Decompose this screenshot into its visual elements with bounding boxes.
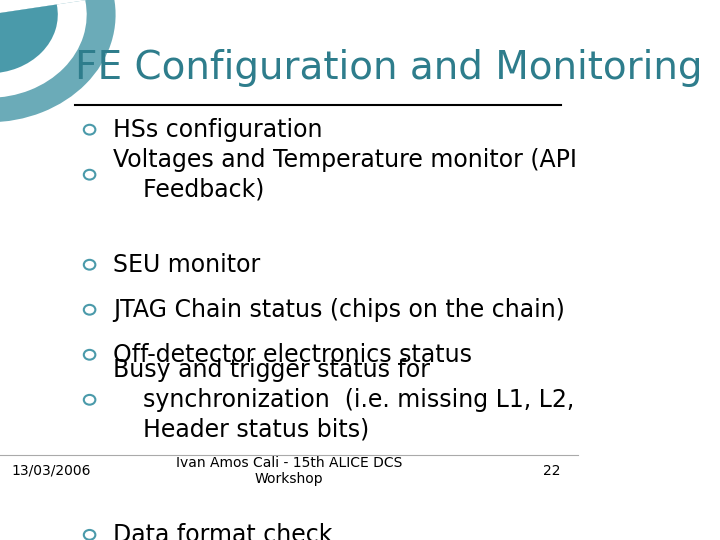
- Text: JTAG Chain status (chips on the chain): JTAG Chain status (chips on the chain): [113, 298, 564, 322]
- Text: FE Configuration and Monitoring: FE Configuration and Monitoring: [75, 49, 703, 87]
- Wedge shape: [0, 0, 116, 123]
- Text: 13/03/2006: 13/03/2006: [12, 464, 91, 478]
- Text: Data format check: Data format check: [113, 523, 332, 540]
- Text: Busy and trigger status for
    synchronization  (i.e. missing L1, L2,
    Heade: Busy and trigger status for synchronizat…: [113, 358, 574, 442]
- Text: SEU monitor: SEU monitor: [113, 253, 260, 276]
- Text: 22: 22: [543, 464, 561, 478]
- Text: HSs configuration: HSs configuration: [113, 118, 323, 141]
- Text: Off-detector electronics status: Off-detector electronics status: [113, 343, 472, 367]
- Wedge shape: [0, 4, 58, 73]
- Text: Voltages and Temperature monitor (API
    Feedback): Voltages and Temperature monitor (API Fe…: [113, 148, 577, 201]
- Text: Ivan Amos Cali - 15th ALICE DCS
Workshop: Ivan Amos Cali - 15th ALICE DCS Workshop: [176, 456, 402, 486]
- Wedge shape: [0, 0, 86, 98]
